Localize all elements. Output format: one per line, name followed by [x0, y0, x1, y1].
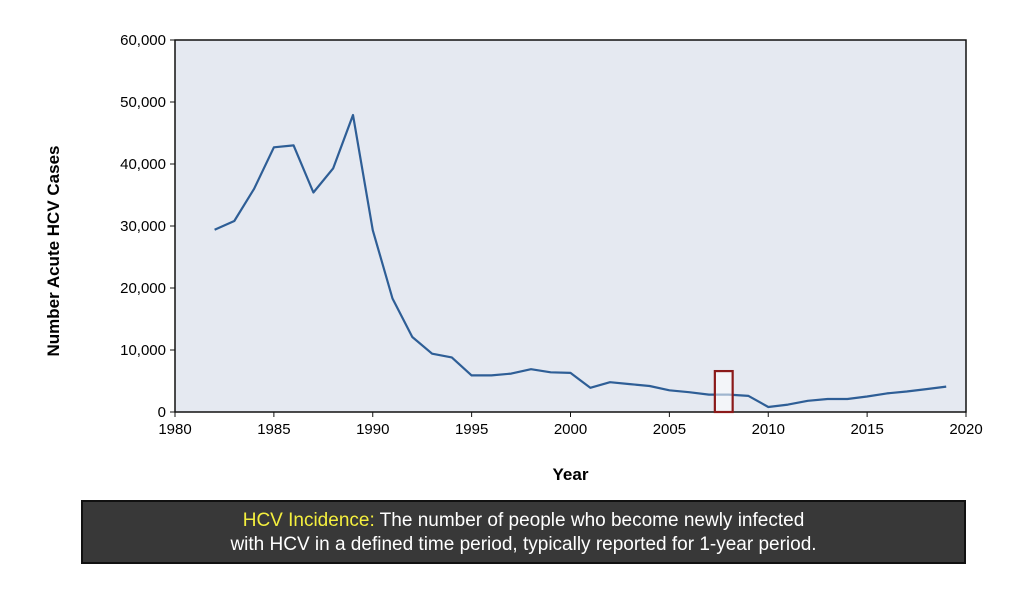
- x-tick-label-2000: 2000: [554, 421, 587, 438]
- x-tick-label-2005: 2005: [653, 421, 686, 438]
- y-tick-label-60000: 60,000: [120, 32, 166, 49]
- y-tick-label-20000: 20,000: [120, 280, 166, 297]
- y-tick-label-30000: 30,000: [120, 218, 166, 235]
- x-tick-label-2020: 2020: [949, 421, 982, 438]
- caption-line-1-text: The number of people who become newly in…: [374, 510, 805, 531]
- x-tick-label-1985: 1985: [257, 421, 290, 438]
- x-axis-title: Year: [553, 465, 589, 484]
- caption-term: HCV Incidence:: [242, 510, 375, 531]
- caption-line-1: HCV Incidence: The number of people who …: [83, 509, 964, 533]
- x-tick-label-1980: 1980: [158, 421, 191, 438]
- highlight-2008-box: [713, 369, 734, 414]
- x-tick-label-2015: 2015: [850, 421, 883, 438]
- series-line-1: [214, 113, 947, 409]
- definition-caption: HCV Incidence: The number of people who …: [81, 500, 966, 564]
- hcv-incidence-chart: 1980 1985 1990 1995 2000 2005 2010 2015 2020 0 10,…: [44, 32, 983, 484]
- y-tick-label-50000: 50,000: [120, 94, 166, 111]
- x-tick-label-1995: 1995: [455, 421, 488, 438]
- y-tick-label-0: 0: [158, 404, 166, 421]
- x-tick-label-1990: 1990: [356, 421, 389, 438]
- y-tick-label-10000: 10,000: [120, 342, 166, 359]
- caption-line-2: with HCV in a defined time period, typic…: [230, 534, 817, 555]
- y-tick-label-40000: 40,000: [120, 156, 166, 173]
- plot-area: [174, 39, 967, 413]
- y-axis-title: Number Acute HCV Cases: [44, 146, 63, 357]
- x-tick-label-2010: 2010: [752, 421, 785, 438]
